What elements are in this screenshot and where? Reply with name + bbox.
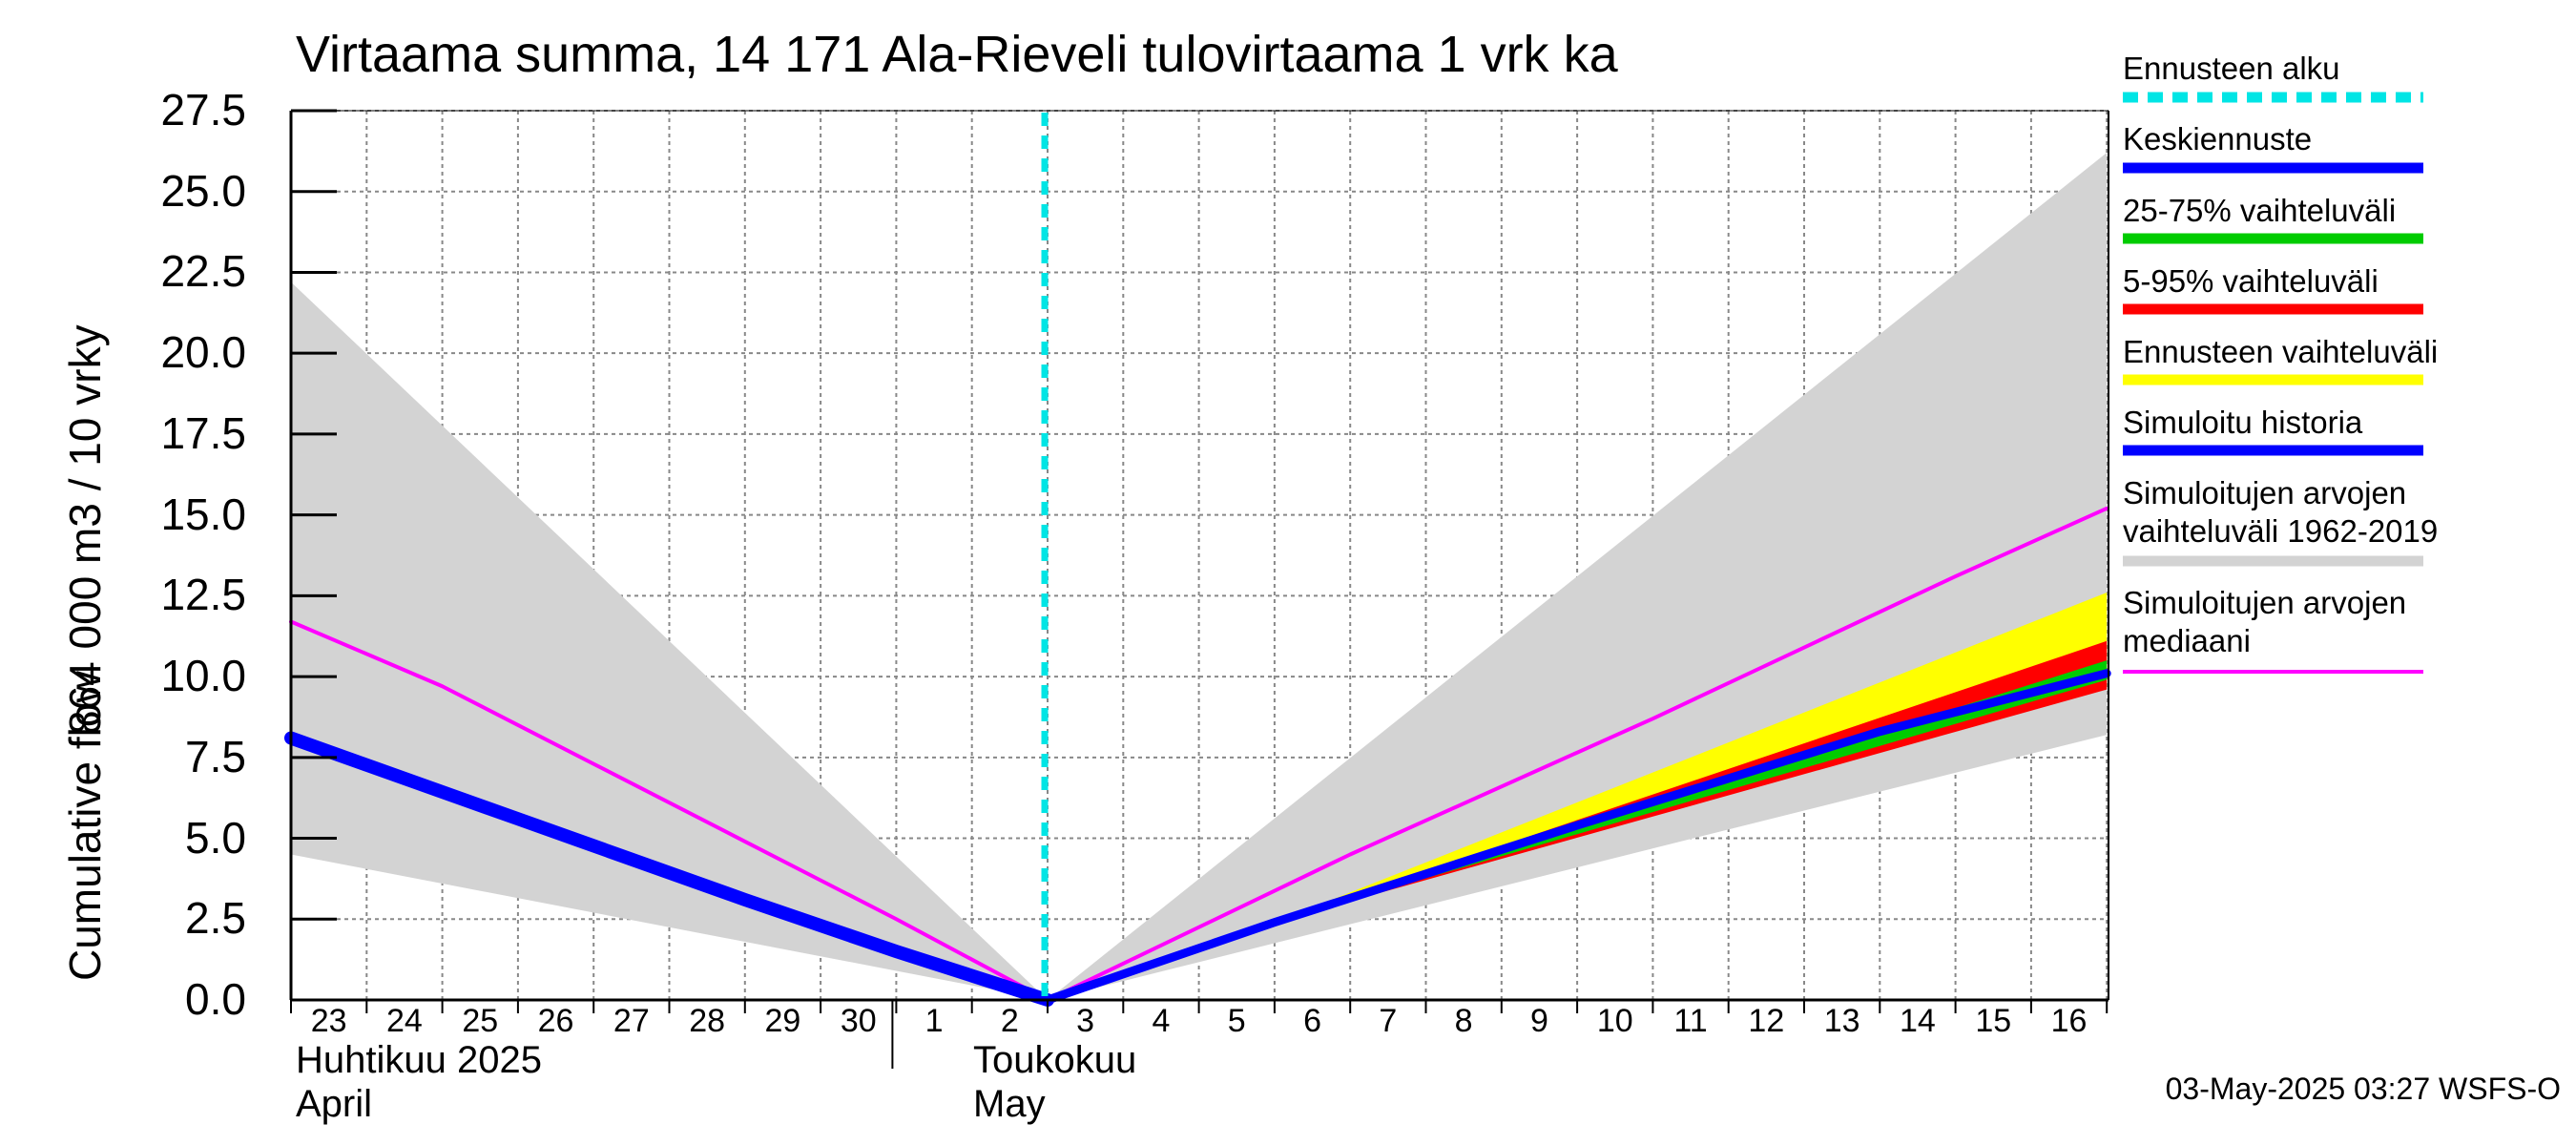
legend-label-5-95: 5-95% vaihteluväli <box>2123 263 2379 299</box>
month-label-april: Huhtikuu 2025 April <box>296 1038 542 1126</box>
y-tick-label: 10.0 <box>160 651 246 701</box>
legend-swatches <box>2123 92 2423 674</box>
month-label-may: Toukokuu May <box>973 1038 1136 1126</box>
legend-label-simulated-history: Simuloitu historia <box>2123 405 2363 440</box>
legend-label-forecast-range: Ennusteen vaihteluväli <box>2123 334 2439 369</box>
legend-label-forecast-start: Ennusteen alku <box>2123 51 2340 86</box>
legend-label-simulated-median-line2: mediaani <box>2123 622 2251 658</box>
x-tick-label: 16 <box>2050 1003 2088 1039</box>
footer-timestamp: 03-May-2025 03:27 WSFS-O <box>2165 1072 2561 1106</box>
month-may-en: May <box>973 1083 1046 1125</box>
month-april-fi: Huhtikuu 2025 <box>296 1039 542 1081</box>
x-tick-label: 27 <box>613 1003 650 1039</box>
x-tick-label: 30 <box>840 1003 877 1039</box>
x-tick-label: 15 <box>1975 1003 2012 1039</box>
x-tick-label: 23 <box>310 1003 347 1039</box>
y-axis-label-bottom: Cumulative flow <box>60 671 110 981</box>
series-line-keskiennuste <box>1043 669 2111 1005</box>
x-tick-label: 2 <box>1000 1003 1019 1039</box>
axes <box>289 109 2109 1069</box>
month-april-en: April <box>296 1083 373 1125</box>
x-tick-label: 24 <box>386 1003 423 1039</box>
band-ennusteen-vaihteluv-li <box>1274 592 2108 923</box>
x-tick-label: 3 <box>1076 1003 1095 1039</box>
x-tick-label: 9 <box>1529 1003 1548 1039</box>
y-tick-label: 22.5 <box>160 246 246 297</box>
x-tick-label: 6 <box>1303 1003 1321 1039</box>
series-line-simuloitu-historia <box>284 731 1054 1007</box>
x-tick-label: 13 <box>1823 1003 1860 1039</box>
x-tick-label: 8 <box>1454 1003 1473 1039</box>
y-tick-label: 27.5 <box>160 85 246 135</box>
x-tick-label: 28 <box>689 1003 726 1039</box>
x-tick-label: 4 <box>1152 1003 1171 1039</box>
x-tick-label: 11 <box>1673 1003 1708 1039</box>
x-tick-label: 26 <box>537 1003 574 1039</box>
x-tick-label: 7 <box>1379 1003 1398 1039</box>
legend-label-simulated-range-line2: vaihteluväli 1962-2019 <box>2123 512 2439 549</box>
x-tick-label: 1 <box>924 1003 944 1039</box>
y-tick-label: 17.5 <box>160 407 246 458</box>
legend-label-25-75: 25-75% vaihteluväli <box>2123 193 2397 228</box>
legend-label-simulated-range-line1: Simuloitujen arvojen <box>2123 475 2407 510</box>
y-tick-label: 2.5 <box>185 893 246 944</box>
y-tick-label: 0.0 <box>185 974 246 1024</box>
month-may-fi: Toukokuu <box>973 1039 1137 1081</box>
x-tick-label: 10 <box>1596 1003 1633 1039</box>
x-tick-label: 29 <box>764 1003 801 1039</box>
legend-label-simulated-median-line1: Simuloitujen arvojen <box>2123 585 2407 620</box>
x-tick-label: 5 <box>1227 1003 1246 1039</box>
x-tick-label: 14 <box>1900 1003 1936 1039</box>
series-lines <box>284 113 2111 1007</box>
y-tick-label: 12.5 <box>160 570 246 620</box>
y-tick-label: 25.0 <box>160 165 246 216</box>
y-tick-label: 20.0 <box>160 327 246 378</box>
legend-label-mean-forecast: Keskiennuste <box>2123 121 2313 156</box>
series-line-simuloitujen-arvojen-mediaani <box>289 506 2109 1002</box>
legend-label-simulated-range: Simuloitujen arvojen vaihteluväli 1962-2… <box>2123 474 2438 550</box>
x-tick-label: 12 <box>1748 1003 1785 1039</box>
legend-label-simulated-median: Simuloitujen arvojen mediaani <box>2123 584 2406 659</box>
y-tick-label: 5.0 <box>185 812 246 863</box>
y-tick-label: 7.5 <box>185 731 246 781</box>
y-tick-label: 15.0 <box>160 489 246 539</box>
x-tick-label: 25 <box>462 1003 499 1039</box>
chart-title: Virtaama summa, 14 171 Ala-Rieveli tulov… <box>296 26 1618 83</box>
